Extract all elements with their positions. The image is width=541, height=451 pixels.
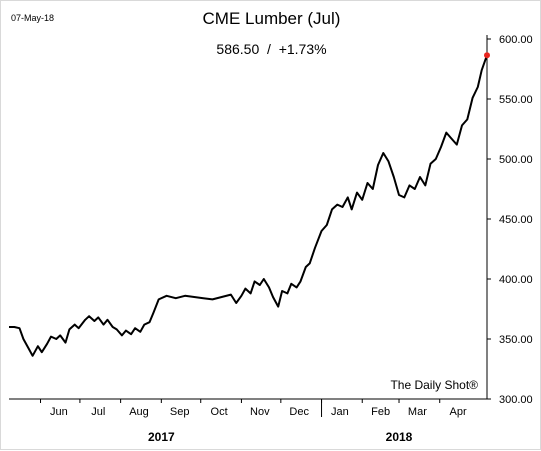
y-tick-label: 450.00 — [499, 214, 533, 226]
x-tick-label: Aug — [129, 406, 149, 418]
x-tick-label: Sep — [170, 406, 190, 418]
y-tick-label: 550.00 — [499, 94, 533, 106]
price-line — [9, 54, 488, 357]
y-tick-label: 400.00 — [499, 274, 533, 286]
last-point-marker — [484, 52, 490, 59]
x-tick-label: Feb — [371, 406, 390, 418]
x-tick-label: Dec — [289, 406, 309, 418]
y-tick-label: 300.00 — [499, 394, 533, 406]
price-change-label: 586.50 / +1.73% — [216, 41, 327, 57]
y-tick-label: 350.00 — [499, 334, 533, 346]
chart-title: CME Lumber (Jul) — [202, 9, 341, 28]
x-tick-label: Apr — [450, 406, 467, 418]
x-tick-label: Jul — [91, 406, 105, 418]
source-credit: The Daily Shot® — [390, 378, 478, 392]
year-label: 2018 — [386, 430, 413, 444]
x-tick-label: Jun — [50, 406, 68, 418]
date-stamp: 07-May-18 — [11, 13, 55, 23]
year-label: 2017 — [148, 430, 175, 444]
x-tick-label: Nov — [250, 406, 270, 418]
x-tick-label: Mar — [408, 406, 427, 418]
x-tick-label: Oct — [211, 406, 228, 418]
y-tick-label: 500.00 — [499, 154, 533, 166]
x-tick-label: Jan — [331, 406, 349, 418]
y-tick-label: 600.00 — [499, 34, 533, 46]
